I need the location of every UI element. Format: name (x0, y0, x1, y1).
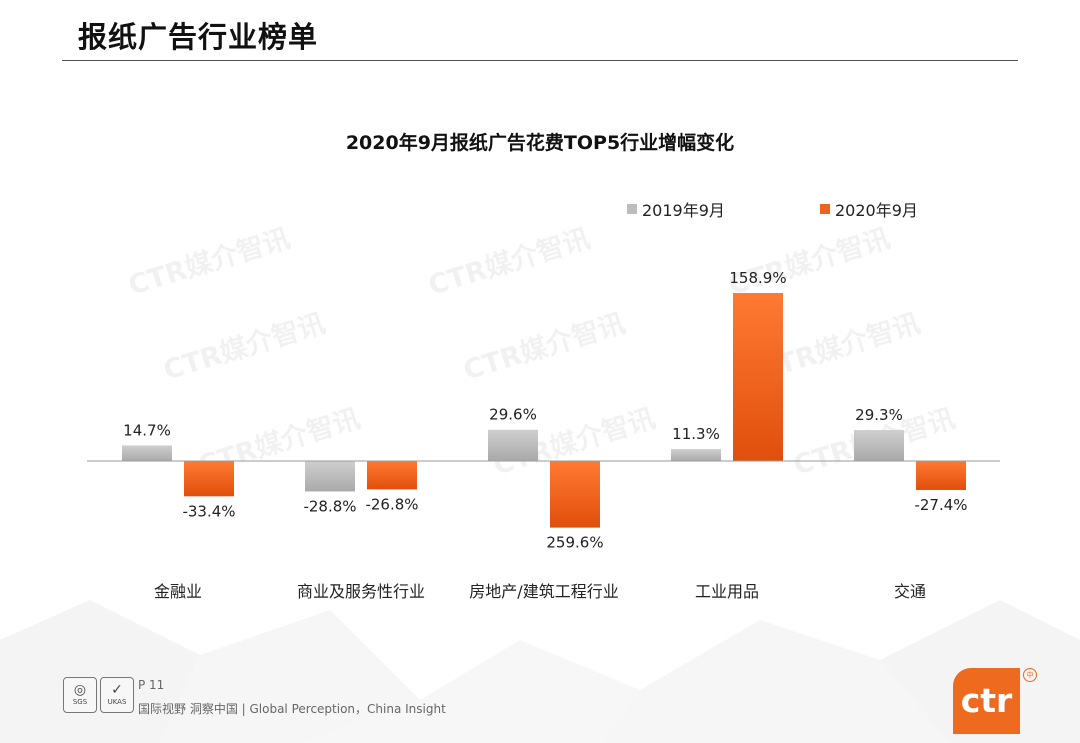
bar-2019-2 (488, 429, 538, 461)
data-label-2019-4: 29.3% (855, 406, 903, 424)
category-label-2: 房地产/建筑工程行业 (469, 582, 618, 601)
sgs-badge: ◎ SGS (63, 677, 97, 713)
ukas-badge-label: UKAS (107, 698, 127, 706)
legend-swatch-2020 (820, 204, 830, 214)
legend-item-2019: 2019年9月 (627, 197, 725, 221)
category-label-3: 工业用品 (695, 582, 759, 601)
bar-2020-4 (916, 461, 966, 490)
data-label-2020-1: -26.8% (365, 495, 418, 513)
data-label-2019-3: 11.3% (672, 425, 720, 443)
bar-2019-0 (122, 445, 172, 461)
category-label-4: 交通 (894, 582, 926, 601)
page-number: P 11 (138, 678, 165, 692)
bar-2019-4 (854, 430, 904, 461)
category-label-1: 商业及服务性行业 (297, 582, 425, 601)
bar-2020-2 (550, 461, 600, 528)
legend-label-2019: 2019年9月 (642, 201, 725, 220)
ctr-logo: ctr (953, 668, 1020, 734)
legend-swatch-2019 (627, 204, 637, 214)
category-label-0: 金融业 (154, 582, 202, 601)
ukas-badge: ✓ UKAS (100, 677, 134, 713)
legend-item-2020: 2020年9月 (820, 197, 918, 221)
footer-tagline: 国际视野 洞察中国 | Global Perception，China Insi… (138, 702, 446, 716)
data-label-2020-3: 158.9% (729, 269, 786, 287)
bar-2019-3 (671, 449, 721, 461)
bar-2020-3 (733, 293, 783, 461)
registered-mark-icon: 中 (1023, 668, 1037, 682)
data-label-2019-1: -28.8% (303, 497, 356, 515)
title-divider (62, 60, 1018, 61)
sgs-badge-label: SGS (72, 698, 88, 706)
data-label-2020-4: -27.4% (914, 496, 967, 514)
bar-2020-0 (184, 461, 234, 497)
bar-2019-1 (305, 461, 355, 492)
data-label-2020-2: 259.6% (546, 534, 603, 552)
legend-label-2020: 2020年9月 (835, 201, 918, 220)
page-title: 报纸广告行业榜单 (78, 20, 319, 54)
data-label-2019-2: 29.6% (489, 406, 537, 424)
bar-2020-1 (367, 461, 417, 490)
data-label-2019-0: 14.7% (123, 421, 171, 439)
data-label-2020-0: -33.4% (182, 502, 235, 520)
chart-title: 2020年9月报纸广告花费TOP5行业增幅变化 (345, 132, 735, 154)
